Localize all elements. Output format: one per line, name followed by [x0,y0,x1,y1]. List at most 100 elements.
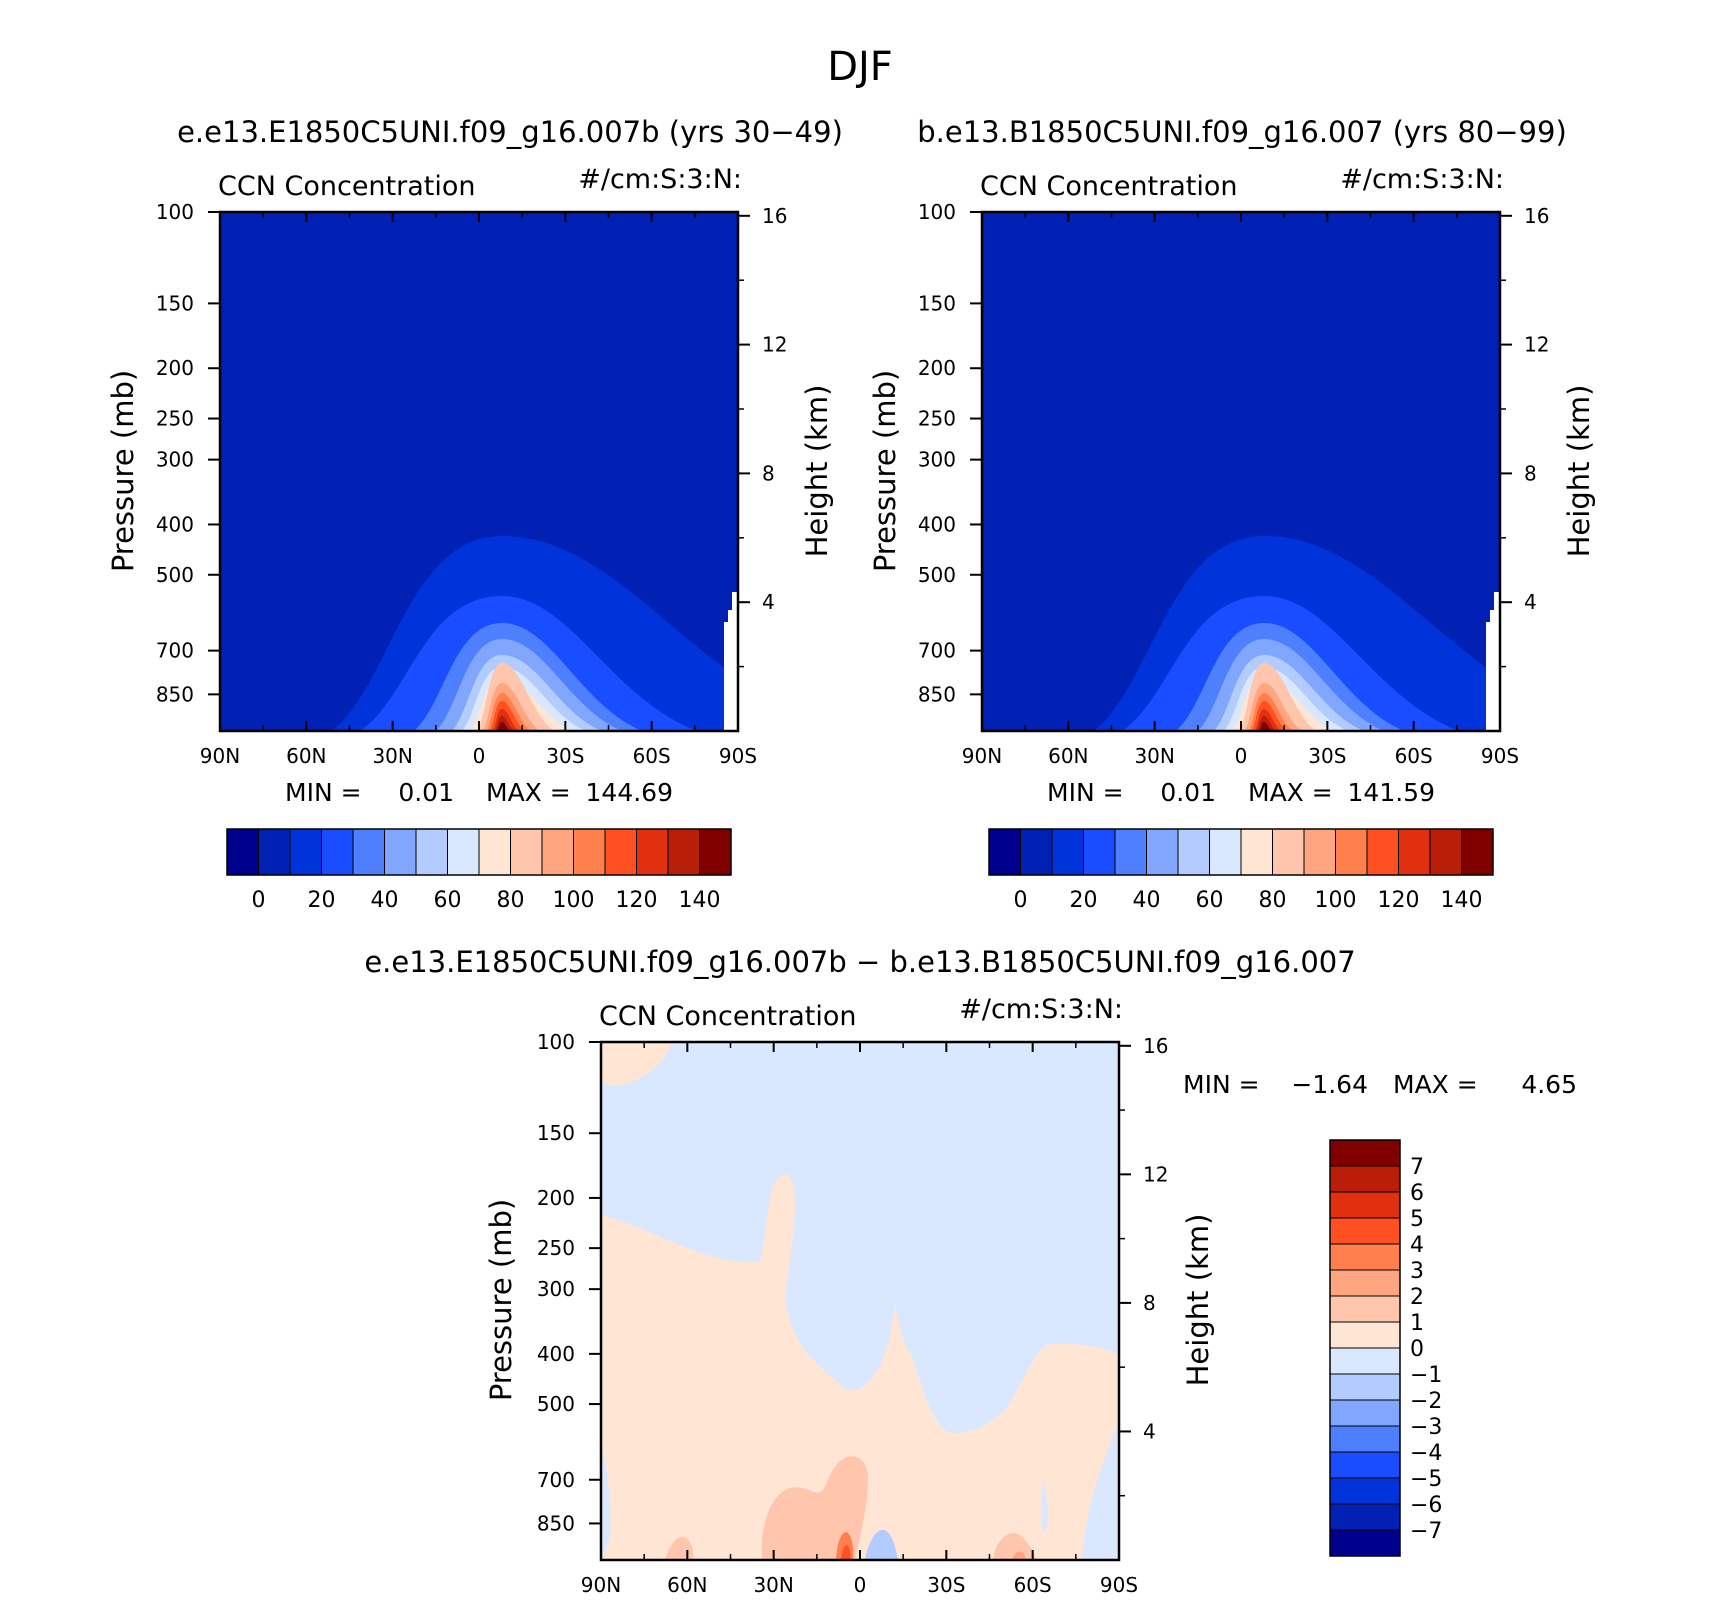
panel-b: 90N 60N 30N 0 30S 60S 90S100150200250300400500… [868,164,1596,913]
panel-a-units-label: #/cm:S:3:N: [578,164,742,195]
panel-a-colorbar-label-40: 40 [371,888,399,913]
panel-c-height-axis-title: Height (km) [1181,1214,1215,1387]
panel-b-colorbar-box-10 [1051,828,1084,876]
panel-b-x-tick-label-30n: 30N [1134,744,1174,768]
panel-b-colorbar-box-70 [1240,828,1273,876]
panel-c-colorbar-label--1: −1 [1410,1363,1442,1388]
panel-c-x-tick-label-30n: 30N [753,1573,793,1597]
panel-a-variable-label: CCN Concentration [218,171,476,202]
panel-c-colorbar-label--2: −2 [1410,1389,1442,1414]
panel-a-colorbar-label-0: 0 [252,888,266,913]
panel-a-pressure-tick-label-100: 100 [156,200,194,224]
panel-b-height-axis-title: Height (km) [1562,385,1596,558]
panel-c-colorbar-label--6: −6 [1410,1493,1442,1518]
panel-a-colorbar-box-130 [667,828,700,876]
panel-a-colorbar-box-110 [604,828,637,876]
panel-c-colorbar-label--3: −3 [1410,1415,1442,1440]
panel-b-missing-data-region [1486,592,1500,731]
panel-b-field [982,212,1500,731]
panel-c-x-tick-label-90n: 90N [581,1573,621,1597]
panel-a-colorbar-label-120: 120 [616,888,658,913]
panel-c-colorbar-frame [1329,1139,1401,1557]
panel-c-moderate-warm-spot-60N [665,1536,694,1560]
panel-c-colorbar-label--5: −5 [1410,1467,1442,1492]
panel-b-x-tick-label-90s: 90S [1481,744,1519,768]
panel-a-x-tick-label-60n: 60N [286,744,326,768]
panel-b-colorbar-label-120: 120 [1378,888,1420,913]
panel-a-colorbar-frame [226,828,732,876]
panel-b-colorbar-box-140 [1461,828,1494,876]
panel-a-pressure-tick-label-850: 850 [156,682,194,706]
panel-a-max-label: MAX = [486,778,571,807]
panel-c-cool-spot-near-equator [865,1529,898,1560]
panel-c-height-tick-label-16: 16 [1143,1034,1168,1058]
panel-c-pressure-tick-label-850: 850 [537,1511,575,1535]
panel-a-pressure-tick-label-150: 150 [156,291,194,315]
panel-a-contour-140 [497,722,511,731]
panel-b-pressure-tick-label-500: 500 [918,563,956,587]
panel-b-pressure-tick-label-300: 300 [918,448,956,472]
panel-c-warm-spot-60S-core [1012,1551,1026,1560]
panel-c-height-tick-label-4: 4 [1143,1419,1156,1443]
panel-b-colorbar-label-60: 60 [1196,888,1224,913]
panel-c-warm-region [601,1174,1119,1560]
panel-c-colorbar-box [1329,1347,1401,1375]
panel-c-west-edge-cool-strip [601,1440,611,1560]
panel-a-min-label: MIN = [285,778,362,807]
panel-a-field [220,212,738,731]
panel-c-max-value: 4.65 [1521,1070,1577,1099]
panel-c-pressure-tick-label-300: 300 [537,1277,575,1301]
panel-a-colorbar-box-40 [384,828,417,876]
panel-a-x-tick-label-30s: 30S [546,744,584,768]
panel-a-height-axis-title: Height (km) [800,385,834,558]
panel-a-pressure-tick-label-250: 250 [156,407,194,431]
panel-b-contour-140 [1259,722,1273,731]
panel-a-colorbar-box-70 [478,828,511,876]
panel-a-x-tick-label-90n: 90N [200,744,240,768]
panel-a-height-tick-label-16: 16 [762,204,787,228]
figure-title: DJF [827,44,893,90]
panel-b-pressure-tick-label-400: 400 [918,512,956,536]
panel-b-colorbar-box-130 [1429,828,1462,876]
panel-c-colorbar-box [1329,1321,1401,1349]
panel-c-cool-spot-60S [1041,1480,1048,1535]
panel-b-x-tick-label-30s: 30S [1308,744,1346,768]
panel-a-x-tick-label-90s: 90S [719,744,757,768]
panel-c-colorbar-box [1329,1243,1401,1271]
panel-b-height-tick-label-16: 16 [1524,204,1549,228]
panel-c: 90N 60N 30N 0 30S 60S 90S100150200250300400500… [484,994,1577,1597]
panel-b-colorbar-label-80: 80 [1259,888,1287,913]
panel-b-plume [1094,536,1500,731]
panel-a-pressure-tick-label-200: 200 [156,356,194,380]
panel-a-pressure-axis-title: Pressure (mb) [106,370,140,572]
panel-c-colorbar-label--4: −4 [1410,1441,1442,1466]
panel-a: 90N 60N 30N 0 30S 60S 90S100150200250300400500… [106,164,834,913]
panel-a-colorbar-box-20 [321,828,354,876]
panel-b-x-tick-label-60n: 60N [1048,744,1088,768]
panel-c-colorbar-box [1329,1477,1401,1505]
panel-c-pressure-tick-label-250: 250 [537,1236,575,1260]
left-case-title: e.e13.E1850C5UNI.f09_g16.007b (yrs 30−49… [177,115,843,149]
panel-c-x-tick-label-60s: 60S [1014,1573,1052,1597]
panel-b-units-label: #/cm:S:3:N: [1340,164,1504,195]
panel-c-pressure-tick-label-400: 400 [537,1342,575,1366]
panel-c-colorbar-label-2: 2 [1410,1285,1424,1310]
panel-c-max-label: MAX = [1393,1070,1478,1099]
panel-a-min-value: 0.01 [398,778,454,807]
panel-b-pressure-tick-label-150: 150 [918,291,956,315]
panel-c-x-tick-label-90s: 90S [1100,1573,1138,1597]
panel-a-colorbar-box-80 [510,828,543,876]
panel-b-colorbar-label-140: 140 [1441,888,1483,913]
panel-b-max-label: MAX = [1248,778,1333,807]
panel-a-colorbar-box-90 [541,828,574,876]
panel-c-colorbar-box [1329,1269,1401,1297]
panel-a-pressure-tick-label-500: 500 [156,563,194,587]
panel-c-colorbar-box [1329,1503,1401,1531]
panel-b-x-tick-label-90n: 90N [962,744,1002,768]
panel-c-pressure-tick-label-700: 700 [537,1468,575,1492]
panel-a-colorbar-box-10 [289,828,322,876]
panel-c-height-tick-label-8: 8 [1143,1291,1156,1315]
panel-c-colorbar-label-7: 7 [1410,1155,1424,1180]
panel-b-colorbar-frame [988,828,1494,876]
